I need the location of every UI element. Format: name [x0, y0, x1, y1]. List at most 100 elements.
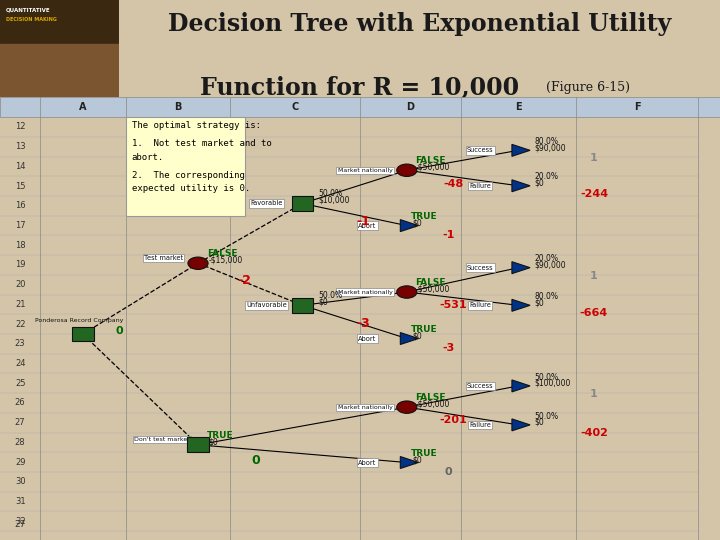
Text: 24: 24 — [15, 359, 25, 368]
Text: 1: 1 — [590, 389, 598, 399]
Text: 50.0%: 50.0% — [318, 189, 343, 198]
Text: $0: $0 — [534, 179, 544, 187]
Text: $0: $0 — [209, 437, 219, 446]
Text: -402: -402 — [580, 428, 608, 438]
Text: C: C — [292, 102, 299, 112]
Text: F: F — [634, 102, 641, 112]
Text: Decision Tree with Exponential Utility: Decision Tree with Exponential Utility — [168, 12, 671, 36]
Text: Market nationally: Market nationally — [338, 289, 392, 294]
Text: Abort: Abort — [358, 335, 377, 341]
Polygon shape — [400, 456, 418, 469]
Text: Abort: Abort — [358, 460, 377, 465]
Text: QUANTITATIVE: QUANTITATIVE — [6, 8, 50, 12]
Text: 29: 29 — [15, 457, 25, 467]
Text: expected utility is 0.: expected utility is 0. — [132, 184, 250, 193]
Text: 12: 12 — [15, 123, 25, 131]
Text: 1: 1 — [590, 271, 598, 281]
Text: 2.  The corresponding: 2. The corresponding — [132, 171, 245, 180]
Bar — [292, 298, 313, 313]
Text: -$15,000: -$15,000 — [209, 255, 243, 264]
Text: -1: -1 — [356, 215, 371, 228]
Text: TRUE: TRUE — [207, 430, 233, 440]
Text: Favorable: Favorable — [251, 200, 282, 206]
Circle shape — [397, 164, 417, 177]
Text: Don't test market: Don't test market — [134, 437, 190, 442]
Text: 27: 27 — [15, 418, 25, 427]
Text: 20.0%: 20.0% — [534, 254, 558, 264]
Text: $0: $0 — [318, 298, 328, 307]
Text: 25: 25 — [15, 379, 25, 388]
Text: Abort: Abort — [358, 222, 377, 228]
Text: 0: 0 — [251, 454, 260, 467]
Text: 20.0%: 20.0% — [534, 172, 558, 181]
Bar — [0, 0, 119, 44]
Text: -3: -3 — [442, 343, 455, 353]
Polygon shape — [512, 144, 530, 156]
Text: Success: Success — [467, 147, 493, 153]
Text: -1: -1 — [442, 231, 455, 240]
Text: 13: 13 — [15, 142, 25, 151]
Text: -48: -48 — [444, 179, 464, 188]
Text: 28: 28 — [15, 438, 25, 447]
Text: Unfavorable: Unfavorable — [246, 302, 287, 308]
Text: $0: $0 — [534, 418, 544, 427]
Text: 17: 17 — [15, 221, 25, 230]
Text: TRUE: TRUE — [410, 212, 437, 221]
Polygon shape — [400, 220, 418, 232]
Text: -$50,000: -$50,000 — [415, 400, 450, 409]
Text: $90,000: $90,000 — [534, 260, 566, 269]
Polygon shape — [400, 333, 418, 345]
Text: 20: 20 — [15, 280, 25, 289]
Text: $100,000: $100,000 — [534, 379, 571, 388]
Text: Failure: Failure — [469, 302, 491, 308]
Text: FALSE: FALSE — [415, 278, 446, 287]
Text: Test market: Test market — [144, 255, 183, 261]
Text: 32: 32 — [15, 517, 25, 526]
Text: -244: -244 — [580, 189, 608, 199]
Text: Market nationally: Market nationally — [338, 404, 392, 410]
Text: FALSE: FALSE — [415, 156, 446, 165]
Bar — [292, 196, 313, 211]
Text: 14: 14 — [15, 162, 25, 171]
Text: 50.0%: 50.0% — [534, 411, 559, 421]
Text: 30: 30 — [15, 477, 25, 487]
Polygon shape — [512, 419, 530, 431]
Text: -$50,000: -$50,000 — [415, 285, 450, 293]
Bar — [0, 97, 720, 117]
Text: -531: -531 — [440, 300, 467, 310]
Polygon shape — [512, 299, 530, 311]
Text: -664: -664 — [580, 308, 608, 318]
Text: Function for R = 10,000: Function for R = 10,000 — [199, 76, 519, 99]
Text: 21: 21 — [15, 300, 25, 309]
Text: 15: 15 — [15, 181, 25, 191]
Text: 50.0%: 50.0% — [318, 291, 343, 300]
Circle shape — [188, 257, 208, 269]
Text: 23: 23 — [15, 339, 25, 348]
Text: $0: $0 — [534, 298, 544, 307]
Polygon shape — [512, 180, 530, 192]
Text: 80.0%: 80.0% — [534, 292, 558, 301]
Text: -201: -201 — [440, 415, 467, 426]
Text: E: E — [515, 102, 522, 112]
Text: $0: $0 — [413, 332, 423, 340]
Text: 50.0%: 50.0% — [534, 373, 559, 382]
Text: -3: -3 — [356, 316, 371, 329]
Text: DECISION MAKING: DECISION MAKING — [6, 17, 57, 22]
Text: FALSE: FALSE — [207, 249, 237, 258]
Text: (Figure 6-15): (Figure 6-15) — [546, 81, 630, 94]
Bar — [0, 44, 119, 97]
Text: 1: 1 — [590, 153, 598, 163]
Bar — [126, 117, 245, 215]
Text: $0: $0 — [413, 219, 423, 227]
Text: 1.  Not test market and to: 1. Not test market and to — [132, 139, 271, 148]
Text: B: B — [174, 102, 182, 112]
Text: -$50,000: -$50,000 — [415, 163, 450, 172]
Text: $90,000: $90,000 — [534, 143, 566, 152]
Text: Success: Success — [467, 265, 493, 271]
Text: Market nationally: Market nationally — [338, 168, 392, 173]
Text: $10,000: $10,000 — [318, 196, 350, 205]
Text: FALSE: FALSE — [415, 393, 446, 402]
Text: TRUE: TRUE — [410, 449, 437, 458]
Text: The optimal strategy is:: The optimal strategy is: — [132, 120, 261, 130]
Text: 0: 0 — [115, 326, 123, 335]
